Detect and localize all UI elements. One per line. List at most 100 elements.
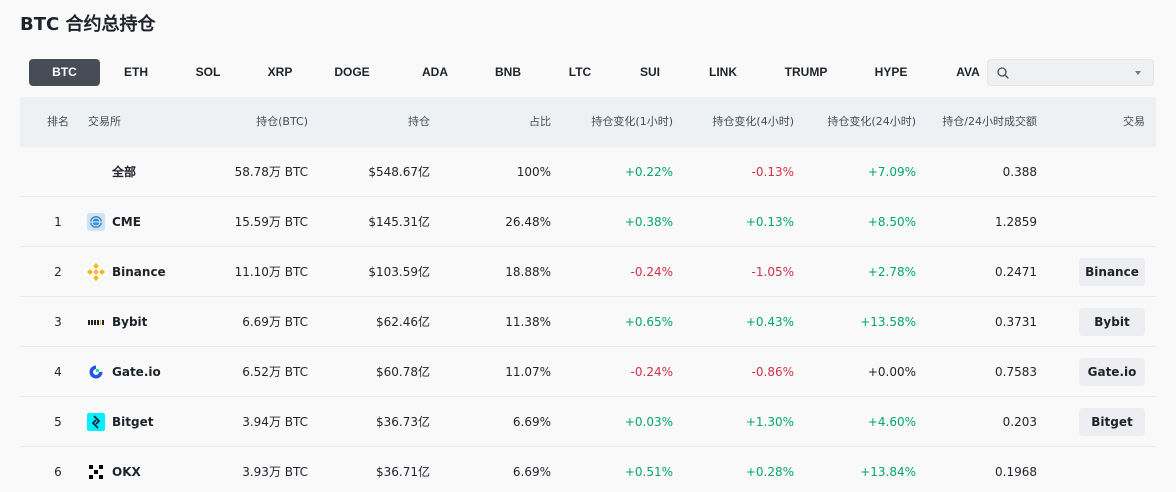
row-oi-btc: 15.59万 BTC xyxy=(234,215,308,229)
row-chg-4h: -1.05% xyxy=(751,265,794,279)
tab-bnb[interactable]: BNB xyxy=(495,65,521,79)
tab-link[interactable]: LINK xyxy=(709,65,737,79)
table-row-cme[interactable]: 1 CME 15.59万 BTC $145.31亿 26.48% +0.38% … xyxy=(20,197,1156,247)
header-rank: 排名 xyxy=(47,115,69,128)
row-chg-4h: +0.43% xyxy=(745,315,794,329)
chevron-down-icon[interactable] xyxy=(1135,71,1141,75)
row-exchange-name[interactable]: Bitget xyxy=(112,415,154,429)
row-share: 11.38% xyxy=(505,315,551,329)
table-row-gateio[interactable]: 4 Gate.io 6.52万 BTC $60.78亿 11.07% -0.24… xyxy=(20,347,1156,397)
table-header: 排名 交易所 持仓(BTC) 持仓 占比 持仓变化(1小时) 持仓变化(4小时)… xyxy=(20,97,1156,147)
table-row-bybit[interactable]: 3 Bybit 6.69万 BTC $62.46亿 11.38% +0.65% … xyxy=(20,297,1156,347)
row-oi-btc: 11.10万 BTC xyxy=(234,265,308,279)
row-chg-1h: -0.24% xyxy=(630,365,673,379)
binance-logo-icon xyxy=(87,263,105,281)
header-chg-24h[interactable]: 持仓变化(24小时) xyxy=(827,115,916,128)
bybit-logo-icon xyxy=(88,320,104,325)
row-rank xyxy=(40,147,76,197)
row-oi-vol: 0.1968 xyxy=(995,465,1037,479)
row-chg-4h: -0.13% xyxy=(751,165,794,179)
header-trade: 交易 xyxy=(1123,115,1145,128)
tab-trump[interactable]: TRUMP xyxy=(784,65,828,79)
row-rank: 5 xyxy=(54,415,62,429)
row-share: 11.07% xyxy=(505,365,551,379)
trade-bitget-button[interactable]: Bitget xyxy=(1079,408,1145,436)
row-oi-vol: 0.388 xyxy=(1002,165,1037,179)
row-exchange-name[interactable]: Binance xyxy=(112,265,166,279)
row-exchange-name[interactable]: CME xyxy=(112,215,141,229)
row-chg-24h: +2.78% xyxy=(867,265,916,279)
tab-ada[interactable]: ADA xyxy=(422,65,448,79)
trade-gateio-button[interactable]: Gate.io xyxy=(1079,358,1145,386)
row-rank: 6 xyxy=(54,465,62,479)
header-oi-vol[interactable]: 持仓/24小时成交额 xyxy=(942,115,1037,128)
gateio-logo-icon xyxy=(89,365,103,379)
coin-tabs: BTC ETH SOL XRP DOGE ADA BNB LTC SUI LIN… xyxy=(29,59,984,86)
row-chg-24h: +0.00% xyxy=(867,365,916,379)
row-chg-1h: +0.38% xyxy=(624,215,673,229)
row-exchange-name[interactable]: OKX xyxy=(112,465,141,479)
row-chg-4h: +0.28% xyxy=(745,465,794,479)
header-exchange: 交易所 xyxy=(88,115,121,128)
table-row-all: 全部 58.78万 BTC $548.67亿 100% +0.22% -0.13… xyxy=(20,147,1156,197)
trade-binance-button[interactable]: Binance xyxy=(1079,258,1145,286)
okx-logo-icon xyxy=(89,465,103,479)
row-chg-24h: +13.84% xyxy=(860,465,916,479)
row-exchange-name[interactable]: Bybit xyxy=(112,315,148,329)
row-chg-24h: +8.50% xyxy=(867,215,916,229)
row-rank: 3 xyxy=(54,315,62,329)
row-oi-vol: 1.2859 xyxy=(995,215,1037,229)
row-share: 6.69% xyxy=(512,415,551,429)
row-oi-btc: 6.52万 BTC xyxy=(242,365,308,379)
row-rank: 4 xyxy=(54,365,62,379)
page-title: BTC 合约总持仓 xyxy=(20,14,156,35)
row-exchange-name[interactable]: Gate.io xyxy=(112,365,161,379)
row-oi-usd: $103.59亿 xyxy=(368,265,430,279)
row-share: 18.88% xyxy=(505,265,551,279)
tab-sol[interactable]: SOL xyxy=(195,65,221,79)
table-row-bitget[interactable]: 5 Bitget 3.94万 BTC $36.73亿 6.69% +0.03% … xyxy=(20,397,1156,447)
row-oi-usd: $36.71亿 xyxy=(376,465,430,479)
row-chg-1h: +0.03% xyxy=(624,415,673,429)
row-chg-24h: +13.58% xyxy=(860,315,916,329)
row-oi-usd: $36.73亿 xyxy=(376,415,430,429)
row-oi-vol: 0.3731 xyxy=(995,315,1037,329)
row-oi-btc: 3.94万 BTC xyxy=(242,415,308,429)
coin-search[interactable] xyxy=(987,59,1154,86)
tab-sui[interactable]: SUI xyxy=(639,65,660,79)
row-chg-1h: +0.65% xyxy=(624,315,673,329)
row-oi-btc: 3.93万 BTC xyxy=(242,465,308,479)
tab-xrp[interactable]: XRP xyxy=(267,65,293,79)
search-input[interactable] xyxy=(1014,62,1124,83)
header-share[interactable]: 占比 xyxy=(529,115,551,128)
row-share: 6.69% xyxy=(512,465,551,479)
row-oi-usd: $62.46亿 xyxy=(376,315,430,329)
row-chg-1h: +0.22% xyxy=(624,165,673,179)
row-oi-vol: 0.203 xyxy=(1002,415,1037,429)
cme-logo-icon xyxy=(87,213,105,231)
row-rank: 2 xyxy=(54,265,62,279)
row-chg-1h: +0.51% xyxy=(624,465,673,479)
row-chg-4h: +1.30% xyxy=(745,415,794,429)
row-chg-24h: +4.60% xyxy=(867,415,916,429)
tab-doge[interactable]: DOGE xyxy=(334,65,370,79)
bitget-logo-icon xyxy=(87,413,105,431)
row-chg-24h: +7.09% xyxy=(867,165,916,179)
row-chg-4h: -0.86% xyxy=(751,365,794,379)
row-oi-usd: $60.78亿 xyxy=(376,365,430,379)
tab-ava[interactable]: AVA xyxy=(956,65,980,79)
header-chg-1h[interactable]: 持仓变化(1小时) xyxy=(591,115,673,128)
row-exchange-name: 全部 xyxy=(112,165,137,179)
header-chg-4h[interactable]: 持仓变化(4小时) xyxy=(712,115,794,128)
tab-btc[interactable]: BTC xyxy=(29,59,100,86)
row-oi-btc: 6.69万 BTC xyxy=(242,315,308,329)
trade-bybit-button[interactable]: Bybit xyxy=(1079,308,1145,336)
tab-eth[interactable]: ETH xyxy=(124,65,148,79)
header-oi-usd[interactable]: 持仓 xyxy=(408,115,430,128)
table-row-binance[interactable]: 2 Binance 11.10万 BTC $103.59亿 18.88% -0.… xyxy=(20,247,1156,297)
header-oi-btc[interactable]: 持仓(BTC) xyxy=(256,115,308,128)
table-row-okx[interactable]: 6 OKX 3.93万 BTC $36.71亿 6.69% +0.51% +0.… xyxy=(20,447,1156,492)
row-oi-usd: $548.67亿 xyxy=(368,165,430,179)
tab-ltc[interactable]: LTC xyxy=(568,65,592,79)
tab-hype[interactable]: HYPE xyxy=(874,65,908,79)
